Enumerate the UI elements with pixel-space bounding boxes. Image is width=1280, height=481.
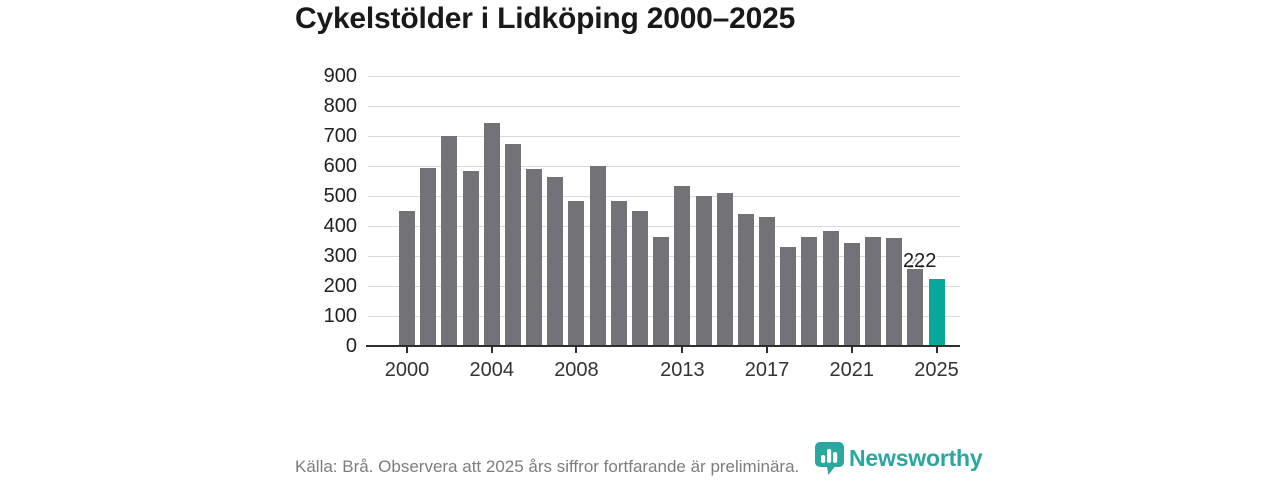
gridline-800 (368, 105, 960, 107)
bar-2025 (928, 279, 945, 346)
y-axis-label-300: 300 (323, 245, 357, 267)
bar-2016 (737, 214, 754, 346)
x-axis-tick-2004 (490, 347, 493, 353)
bar-2012 (653, 236, 670, 346)
bar-2017 (759, 217, 776, 346)
bar-2004 (483, 122, 500, 346)
bar-2014 (695, 196, 712, 346)
value-label-2025: 222 (903, 250, 937, 272)
bar-2003 (462, 170, 479, 346)
y-axis-label-0: 0 (345, 335, 357, 357)
x-axis-label-2013: 2013 (660, 359, 705, 381)
y-axis-label-800: 800 (323, 95, 357, 117)
y-axis-label-900: 900 (323, 65, 357, 87)
gridline-700 (368, 135, 960, 137)
bar-2024 (907, 256, 924, 346)
x-axis-label-2025: 2025 (914, 359, 959, 381)
y-axis-label-500: 500 (323, 185, 357, 207)
gridline-600 (368, 165, 960, 167)
bar-2015 (716, 193, 733, 346)
x-axis-label-2004: 2004 (469, 359, 514, 381)
x-axis-tick-2025 (935, 347, 938, 353)
y-axis-label-400: 400 (323, 215, 357, 237)
bar-2018 (780, 247, 797, 346)
bar-2005 (504, 143, 521, 346)
bar-2020 (822, 230, 839, 346)
bar-2022 (864, 236, 881, 346)
bar-2000 (399, 211, 415, 346)
bar-2019 (801, 236, 818, 346)
gridline-500 (368, 195, 960, 197)
bar-2013 (674, 185, 691, 346)
bar-2007 (547, 176, 564, 346)
x-axis-tick-2000 (406, 347, 408, 353)
x-axis-tick-2021 (850, 347, 853, 353)
x-axis-label-2017: 2017 (744, 359, 790, 381)
x-axis-label-2008: 2008 (554, 359, 599, 381)
newsworthy-wordmark: Newsworthy (849, 445, 983, 471)
bar-2009 (589, 166, 606, 346)
source-note: Källa: Brå. Observera att 2025 års siffr… (295, 457, 800, 476)
bar-2021 (843, 242, 860, 346)
bar-2002 (441, 136, 458, 346)
bar-2010 (610, 200, 627, 346)
x-axis-tick-2013 (681, 347, 684, 353)
x-axis-label-2000: 2000 (384, 359, 430, 381)
newsworthy-logo: Newsworthy (814, 441, 983, 476)
bar-2008 (568, 200, 585, 346)
y-axis-label-700: 700 (323, 125, 357, 147)
bar-2006 (526, 169, 543, 346)
x-axis-tick-2008 (575, 347, 578, 353)
y-axis-label-100: 100 (323, 305, 357, 327)
y-axis-label-200: 200 (323, 275, 357, 297)
bar-2023 (886, 238, 903, 346)
x-axis-label-2021: 2021 (829, 359, 875, 381)
chart-title: Cykelstölder i Lidköping 2000–2025 (295, 2, 796, 35)
newsworthy-bar-chart-bubble-icon (814, 441, 845, 476)
x-axis-line (366, 345, 960, 347)
bar-2001 (420, 167, 437, 346)
gridline-900 (368, 75, 960, 77)
bar-2011 (631, 211, 648, 346)
x-axis-tick-2017 (766, 347, 769, 353)
y-axis-label-600: 600 (323, 155, 357, 177)
gridline-400 (368, 225, 960, 227)
